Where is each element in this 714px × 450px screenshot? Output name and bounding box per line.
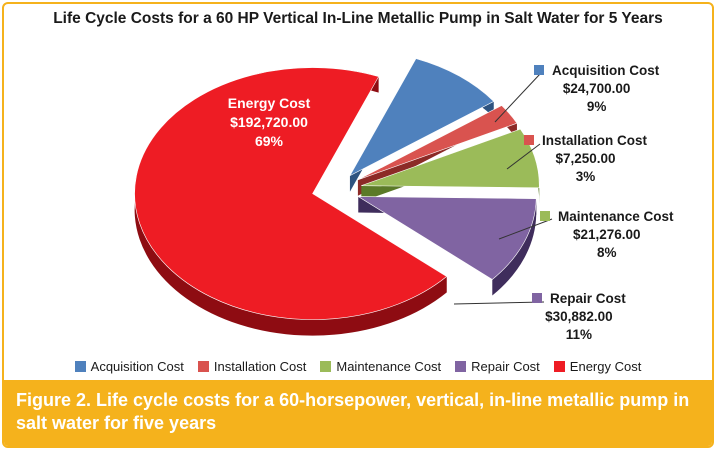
energy-label-percent: 69% [255,133,284,149]
callout-percent-acquisition-cost: 9% [586,99,607,114]
callout-swatch-installation-cost [524,135,534,145]
pie-slice-side-repair-cost [492,198,537,296]
legend-item-installation-cost: Installation Cost [197,359,307,374]
leader-line-maintenance-cost [498,218,553,240]
legend-label-maintenance-cost: Maintenance Cost [336,359,442,374]
energy-label-name: Energy Cost [228,95,311,111]
legend-item-energy-cost: Energy Cost [553,359,642,374]
callout-name-maintenance-cost: Maintenance Cost [558,209,674,224]
callout-percent-repair-cost: 11% [565,327,593,342]
legend-label-energy-cost: Energy Cost [569,359,642,374]
leader-line-installation-cost [506,143,541,170]
callout-name-repair-cost: Repair Cost [550,291,626,306]
leader-line-repair-cost [453,301,545,305]
chart-title: Life Cycle Costs for a 60 HP Vertical In… [53,10,663,27]
legend-swatch-maintenance-cost [320,361,332,372]
callout-value-repair-cost: $30,882.00 [545,309,613,324]
chart-legend: Acquisition Cost Installation Cost Mainten… [4,359,712,374]
legend-swatch-repair-cost [455,361,467,372]
pie-slice-acquisition-cost [349,58,495,177]
legend-label-repair-cost: Repair Cost [471,359,540,374]
callout-value-acquisition-cost: $24,700.00 [562,81,631,96]
callout-swatch-repair-cost [532,293,542,303]
leader-line-acquisition-cost [494,73,541,123]
callout-name-installation-cost: Installation Cost [542,133,648,148]
callout-maintenance-cost: Maintenance Cost $21,276.00 8% [540,208,674,262]
figure-caption: Figure 2. Life cycle costs for a 60-hors… [4,380,712,446]
legend-swatch-installation-cost [197,361,209,372]
pie-chart: Energy Cost $192,720.00 69% [134,58,553,336]
pie-slice-installation-cost [357,105,518,181]
callout-acquisition-cost: Acquisition Cost $24,700.00 9% [534,62,659,116]
legend-swatch-acquisition-cost [74,361,86,372]
callout-percent-maintenance-cost: 8% [597,245,617,260]
energy-label-value: $192,720.00 [230,114,308,130]
pie-slice-repair-cost [357,196,537,280]
callout-installation-cost: Installation Cost $7,250.00 3% [524,132,647,186]
legend-label-acquisition-cost: Acquisition Cost [90,359,184,374]
callout-value-maintenance-cost: $21,276.00 [572,227,641,242]
callout-swatch-maintenance-cost [540,211,550,221]
callout-value-installation-cost: $7,250.00 [555,151,616,166]
callout-swatch-acquisition-cost [534,65,544,75]
legend-item-acquisition-cost: Acquisition Cost [74,359,184,374]
callout-name-acquisition-cost: Acquisition Cost [552,63,660,78]
pie-slice-side-energy-cost [134,67,447,336]
legend-swatch-energy-cost [553,361,565,372]
pie-slice-energy-cost [134,67,448,320]
legend-item-repair-cost: Repair Cost [455,359,540,374]
callout-percent-installation-cost: 3% [575,169,596,184]
pie-slice-maintenance-cost [361,128,540,189]
legend-item-maintenance-cost: Maintenance Cost [320,359,441,374]
legend-label-installation-cost: Installation Cost [213,359,307,374]
callout-repair-cost: Repair Cost $30,882.00 11% [532,290,626,344]
